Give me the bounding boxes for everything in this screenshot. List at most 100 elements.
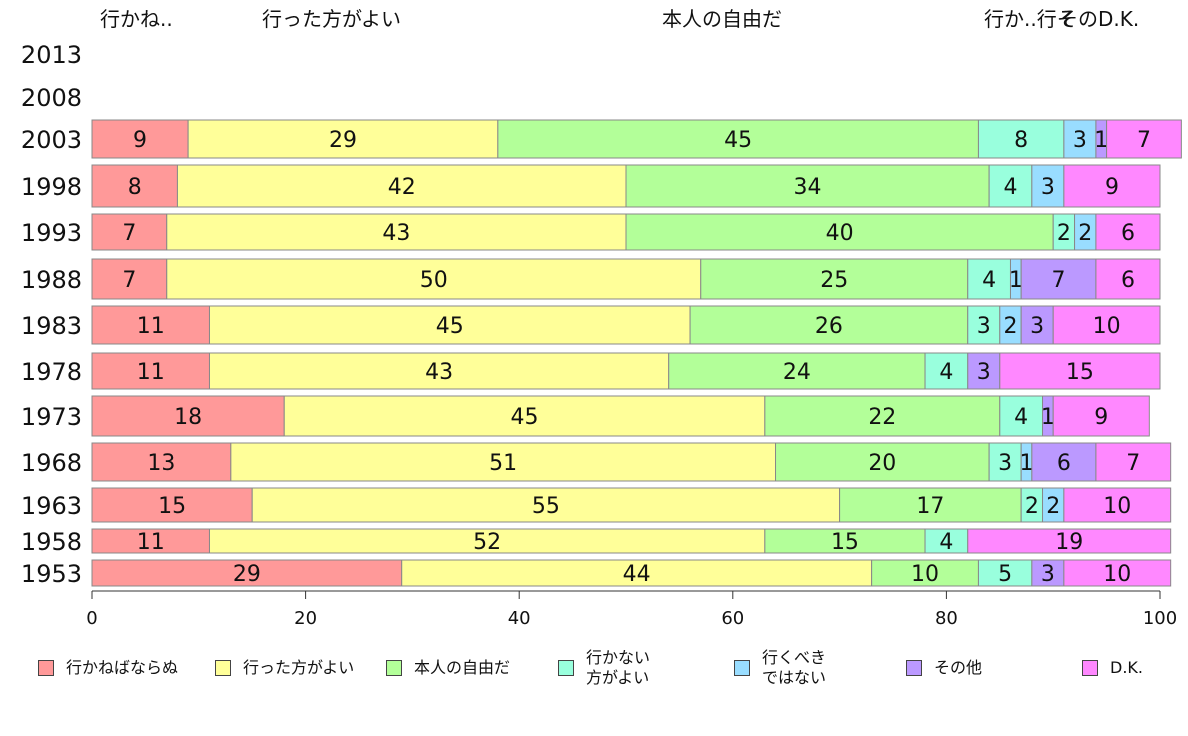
bar-1968-series-6	[1095, 442, 1172, 482]
bar-1983-series-3	[967, 305, 1001, 345]
bar-label-1988-series-3: 4	[982, 268, 996, 293]
year-label-2003: 2003	[21, 126, 82, 154]
top-label-4: その	[1058, 7, 1098, 31]
legend-item-4: 行くべき ではない	[734, 646, 826, 690]
bar-label-1983-series-4: 2	[1003, 314, 1017, 339]
year-label-1983: 1983	[21, 312, 82, 340]
bar-1998-series-6	[1063, 164, 1161, 208]
bar-label-1968-series-2: 20	[868, 451, 896, 476]
bar-label-1953-series-5: 3	[1041, 562, 1055, 587]
bar-label-1963-series-2: 17	[916, 494, 944, 519]
bar-1953-series-0	[91, 559, 403, 587]
bar-label-1968-series-1: 51	[489, 451, 517, 476]
legend-swatch-0	[38, 660, 54, 676]
bar-label-1993-series-6: 6	[1121, 221, 1135, 246]
bar-label-2003-series-2: 45	[724, 128, 752, 153]
bar-label-2003-series-4: 3	[1073, 128, 1087, 153]
bar-2003-series-2	[497, 119, 979, 159]
year-label-1973: 1973	[21, 403, 82, 431]
bar-label-1958-series-6: 19	[1055, 530, 1083, 555]
chart-legend: 行かねばならぬ 行った方がよい 本人の自由だ 行かない 方がよい 行くべき ではない その…	[38, 646, 1158, 694]
bar-label-1993-series-2: 40	[826, 221, 854, 246]
bar-label-1998-series-2: 34	[794, 175, 822, 200]
bar-label-1958-series-3: 4	[939, 530, 953, 555]
top-label-0: 行かね..	[100, 7, 173, 31]
bar-1973-series-2	[764, 395, 1001, 437]
bar-1993-series-1	[166, 213, 627, 251]
bar-label-1953-series-6: 10	[1103, 562, 1131, 587]
bar-1988-series-6	[1095, 258, 1161, 300]
bar-2003-series-4	[1063, 119, 1097, 159]
legend-label-1: 行った方がよい	[243, 658, 355, 677]
bar-1998-series-3	[988, 164, 1033, 208]
bar-label-1958-series-1: 52	[473, 530, 501, 555]
bar-label-1968-series-5: 6	[1057, 451, 1071, 476]
bar-1978-series-2	[668, 352, 926, 390]
bar-1963-series-1	[251, 487, 841, 523]
bar-label-1978-series-2: 24	[783, 360, 811, 385]
bar-label-1963-series-1: 55	[532, 494, 560, 519]
year-label-1963: 1963	[21, 492, 82, 520]
bar-1998-series-4	[1031, 164, 1065, 208]
bar-label-1988-series-0: 7	[122, 268, 136, 293]
bar-label-1963-series-3: 2	[1025, 494, 1039, 519]
bar-1978-series-6	[999, 352, 1161, 390]
bar-1953-series-5	[1031, 559, 1065, 587]
legend-label-2: 本人の自由だ	[414, 658, 511, 677]
bar-label-1998-series-0: 8	[128, 175, 142, 200]
bar-1993-series-2	[625, 213, 1054, 251]
x-tick-label-60: 60	[721, 608, 744, 629]
bar-label-1993-series-0: 7	[122, 221, 136, 246]
bar-label-1978-series-5: 3	[977, 360, 991, 385]
year-label-2008: 2008	[21, 84, 82, 112]
legend-swatch-5	[906, 660, 922, 676]
bar-label-1963-series-6: 10	[1103, 494, 1131, 519]
bar-1958-series-6	[967, 528, 1172, 554]
bar-1958-series-1	[208, 528, 766, 554]
x-tick-label-100: 100	[1143, 608, 1177, 629]
bar-1973-series-1	[283, 395, 766, 437]
bar-label-1983-series-2: 26	[815, 314, 843, 339]
legend-label-6: D.K.	[1110, 658, 1143, 677]
bar-label-1998-series-4: 3	[1041, 175, 1055, 200]
bar-1968-series-3	[988, 442, 1022, 482]
bar-label-1958-series-2: 15	[831, 530, 859, 555]
legend-swatch-6	[1082, 660, 1098, 676]
bar-label-2003-series-3: 8	[1014, 128, 1028, 153]
legend-swatch-2	[386, 660, 402, 676]
year-label-1993: 1993	[21, 219, 82, 247]
bar-label-1988-series-6: 6	[1121, 268, 1135, 293]
bar-label-1958-series-0: 11	[137, 530, 165, 555]
bar-label-1988-series-1: 50	[420, 268, 448, 293]
legend-item-5: その他	[906, 646, 982, 690]
legend-label-0: 行かねばならぬ	[66, 658, 179, 677]
bar-label-1983-series-1: 45	[436, 314, 464, 339]
bar-2003-series-0	[91, 119, 189, 159]
bar-label-1978-series-6: 15	[1066, 360, 1094, 385]
bar-1968-series-2	[775, 442, 990, 482]
bar-1953-series-1	[401, 559, 873, 587]
bar-label-1988-series-2: 25	[820, 268, 848, 293]
top-label-5: D.K.	[1098, 7, 1139, 31]
bar-1983-series-6	[1052, 305, 1161, 345]
bar-1988-series-5	[1020, 258, 1097, 300]
bar-label-1973-series-0: 18	[174, 405, 202, 430]
bar-label-1983-series-6: 10	[1093, 314, 1121, 339]
bar-label-1973-series-6: 9	[1094, 405, 1108, 430]
bar-1953-series-3	[977, 559, 1033, 587]
year-label-1978: 1978	[21, 358, 82, 386]
bar-label-1973-series-3: 4	[1014, 405, 1028, 430]
bar-label-1953-series-3: 5	[998, 562, 1012, 587]
bar-1953-series-6	[1063, 559, 1172, 587]
bar-2003-series-3	[977, 119, 1065, 159]
bar-2003-series-6	[1106, 119, 1182, 159]
year-label-1958: 1958	[21, 528, 82, 556]
bar-label-1978-series-1: 43	[425, 360, 453, 385]
bar-label-1988-series-4: 1	[1009, 268, 1023, 293]
bar-label-1993-series-3: 2	[1057, 221, 1071, 246]
bar-1958-series-0	[91, 528, 210, 554]
bar-label-1953-series-1: 44	[623, 562, 651, 587]
bar-label-1968-series-6: 7	[1126, 451, 1140, 476]
bar-label-1983-series-3: 3	[977, 314, 991, 339]
